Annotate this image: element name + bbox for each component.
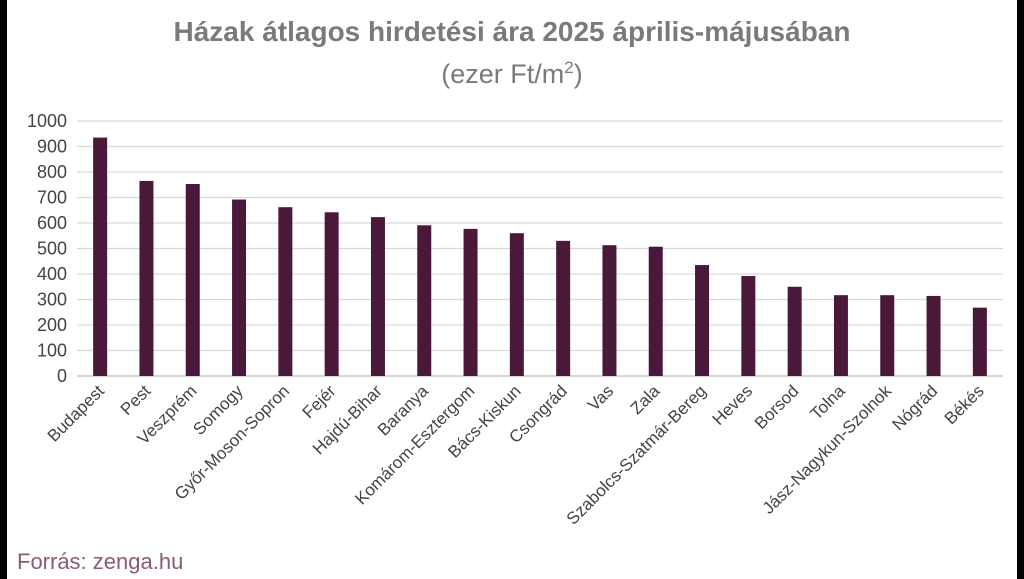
y-tick-label: 0 xyxy=(57,366,67,386)
bar xyxy=(417,225,432,376)
bar xyxy=(833,295,848,376)
bar xyxy=(370,217,385,376)
bar xyxy=(185,183,200,376)
x-tick-label: Budapest xyxy=(44,381,108,445)
bar xyxy=(232,199,247,376)
y-tick-label: 1000 xyxy=(27,111,67,131)
subtitle-superscript: 2 xyxy=(564,58,574,77)
y-tick-label: 100 xyxy=(37,341,67,361)
bar xyxy=(324,212,339,376)
bar xyxy=(556,240,571,376)
y-tick-label: 300 xyxy=(37,290,67,310)
bar xyxy=(278,207,293,376)
bar xyxy=(509,233,524,376)
bar xyxy=(648,246,663,376)
x-tick-label: Tolna xyxy=(807,381,850,424)
subtitle-prefix: (ezer Ft/m xyxy=(441,59,565,89)
x-tick-label: Nógrád xyxy=(889,381,942,434)
x-tick-label: Békés xyxy=(941,381,988,428)
bar xyxy=(695,265,710,376)
bar xyxy=(741,276,756,376)
y-tick-label: 500 xyxy=(37,239,67,259)
bar xyxy=(139,180,154,376)
bar xyxy=(787,286,802,376)
x-tick-label: Borsod xyxy=(751,381,803,433)
bar xyxy=(926,295,941,376)
bar xyxy=(602,245,617,376)
x-tick-label: Heves xyxy=(709,381,757,429)
y-tick-label: 900 xyxy=(37,137,67,157)
chart-title: Házak átlagos hirdetési ára 2025 április… xyxy=(173,16,851,47)
chart-frame: Házak átlagos hirdetési ára 2025 április… xyxy=(7,0,1017,579)
x-tick-label: Pest xyxy=(117,381,155,419)
y-tick-label: 600 xyxy=(37,213,67,233)
y-tick-label: 800 xyxy=(37,162,67,182)
x-tick-label: Vas xyxy=(584,381,617,414)
y-tick-label: 200 xyxy=(37,315,67,335)
source-note: Forrás: zenga.hu xyxy=(17,549,184,574)
subtitle-suffix: ) xyxy=(573,59,583,89)
chart-subtitle: (ezer Ft/m2) xyxy=(7,58,1017,90)
bar xyxy=(463,228,478,376)
y-tick-label: 700 xyxy=(37,188,67,208)
bar xyxy=(93,137,108,376)
bar xyxy=(972,307,987,376)
bar-chart: 0 100 200 300 400 500 600 700 800 900 1000 Budapest… xyxy=(27,111,1003,528)
x-tick-label: Zala xyxy=(627,381,664,418)
x-tick-label: Fejér xyxy=(299,381,340,422)
bar xyxy=(880,295,895,376)
y-tick-label: 400 xyxy=(37,264,67,284)
